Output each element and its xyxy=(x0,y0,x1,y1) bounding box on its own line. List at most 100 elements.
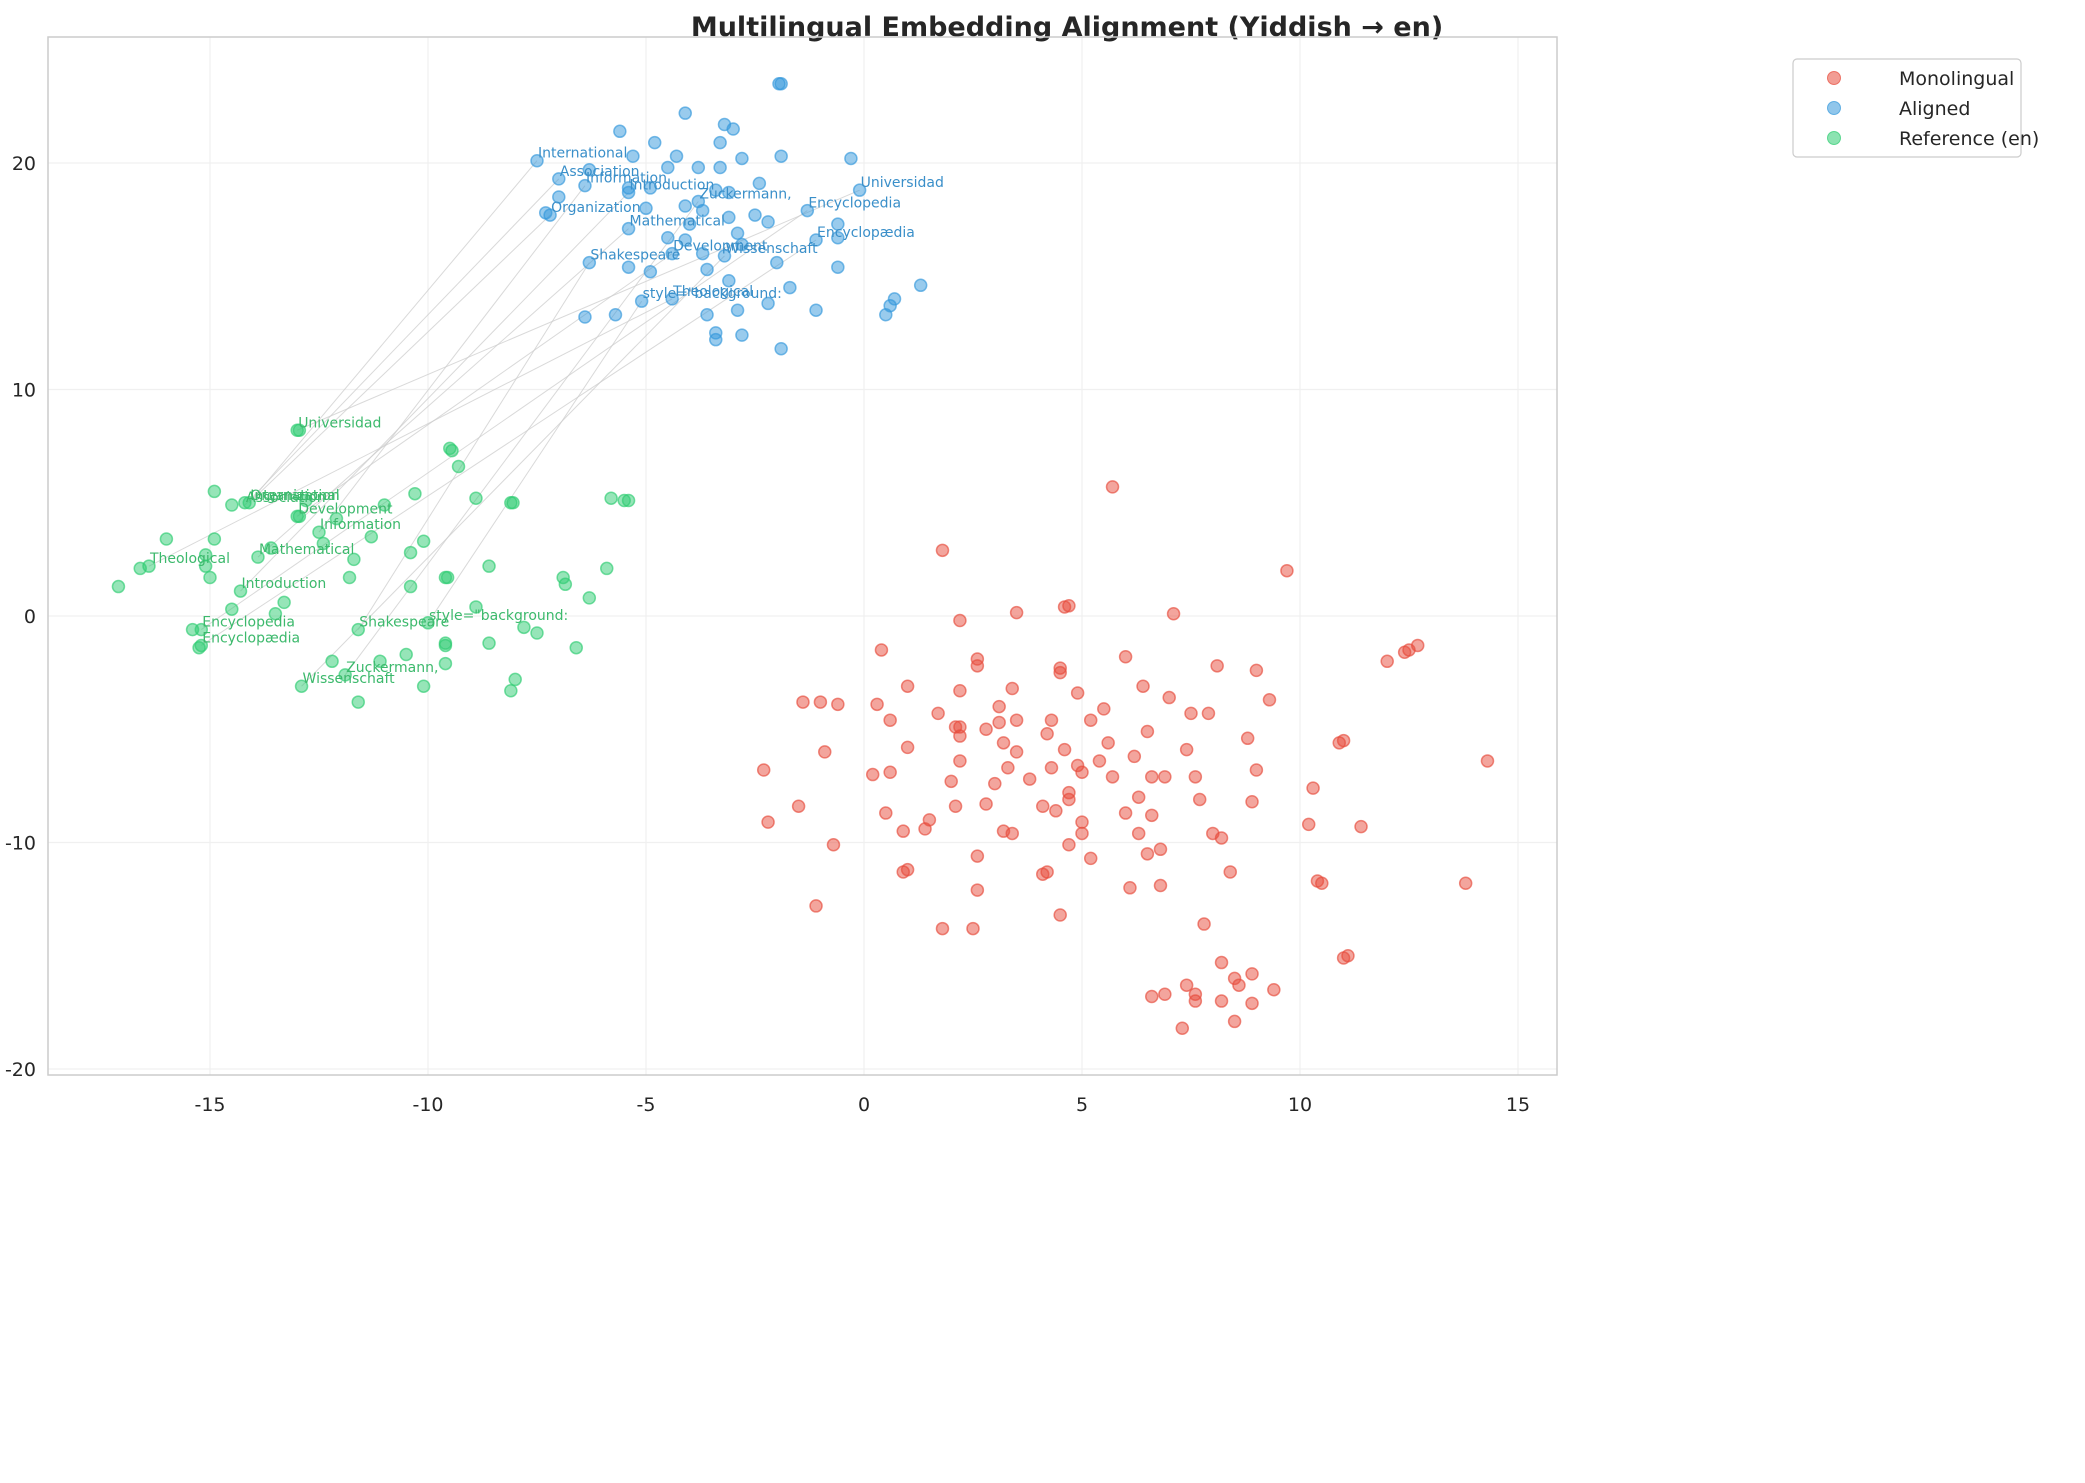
data-point xyxy=(678,106,692,120)
data-point xyxy=(970,659,985,673)
alignment-line xyxy=(301,255,725,687)
data-point xyxy=(783,280,797,295)
data-point xyxy=(948,799,963,814)
data-point xyxy=(621,260,636,274)
data-point xyxy=(1158,987,1172,1002)
data-point xyxy=(896,865,910,879)
data-point xyxy=(1062,838,1076,852)
reference-point-label: Universidad xyxy=(298,415,381,431)
legend-marker-reference-icon xyxy=(1827,131,1841,145)
data-point xyxy=(1131,826,1146,841)
data-point xyxy=(761,815,775,829)
data-point xyxy=(992,699,1006,714)
data-point xyxy=(844,151,858,166)
alignment-line xyxy=(357,262,590,630)
data-point xyxy=(403,545,418,560)
data-point xyxy=(1341,949,1355,963)
y-tick-label: -20 xyxy=(5,1059,36,1081)
data-point xyxy=(1036,799,1050,814)
reference-point-label: Mathematical xyxy=(259,542,354,558)
data-point xyxy=(1480,754,1495,768)
aligned-point-label: style="background: xyxy=(643,286,782,302)
reference-point-label: International xyxy=(250,488,339,504)
data-point xyxy=(1053,908,1067,922)
aligned-point-label: International xyxy=(538,146,627,162)
data-point xyxy=(325,654,339,669)
data-point xyxy=(634,294,649,308)
data-point xyxy=(608,308,623,322)
data-point xyxy=(1140,724,1155,739)
x-tick-label: 15 xyxy=(1506,1094,1530,1116)
data-point xyxy=(735,151,749,166)
data-point xyxy=(552,172,566,186)
aligned-point-label: Encyclopedia xyxy=(808,196,901,212)
y-tick-label: 0 xyxy=(24,606,36,628)
data-point xyxy=(826,838,841,852)
data-point xyxy=(558,577,573,592)
reference-point-label: Shakespeare xyxy=(359,615,449,631)
aligned-point-label: Theological xyxy=(672,284,753,300)
data-point xyxy=(691,160,706,175)
reference-point-label: Wissenschaft xyxy=(303,671,396,687)
data-point xyxy=(440,570,455,585)
data-point xyxy=(774,149,788,163)
data-point xyxy=(621,221,636,236)
aligned-point-label: Wissenschaft xyxy=(725,241,818,257)
legend-box xyxy=(1792,58,2022,158)
data-point xyxy=(678,233,692,247)
x-axis-ticks: -15 -10 -5 0 5 10 15 xyxy=(194,1094,1530,1116)
data-point xyxy=(831,260,845,274)
data-point xyxy=(338,668,352,682)
data-point xyxy=(669,149,684,163)
data-point xyxy=(294,679,309,693)
data-point xyxy=(194,622,209,637)
data-point xyxy=(1057,742,1072,757)
series-monolingual xyxy=(756,480,1495,1035)
data-point xyxy=(953,729,967,743)
data-point xyxy=(756,763,771,777)
data-point xyxy=(530,626,544,640)
x-tick-label: -5 xyxy=(637,1094,656,1116)
data-point xyxy=(111,579,126,594)
reference-point-label: Encyclopædia xyxy=(202,630,300,646)
alignment-connectors xyxy=(148,160,860,687)
data-point xyxy=(953,754,967,768)
data-point xyxy=(791,799,806,814)
data-point xyxy=(543,208,557,222)
data-point xyxy=(1009,605,1024,620)
data-point xyxy=(1184,706,1198,721)
data-point xyxy=(1245,794,1259,809)
data-point xyxy=(1009,713,1024,727)
data-point xyxy=(482,559,496,573)
alignment-line xyxy=(257,228,629,558)
data-point xyxy=(416,679,431,693)
data-point xyxy=(966,921,980,936)
data-point xyxy=(935,543,950,558)
data-point xyxy=(1022,772,1037,786)
data-point xyxy=(506,496,520,510)
data-point xyxy=(1280,563,1294,578)
data-point xyxy=(918,822,932,836)
data-point xyxy=(970,849,985,863)
data-point xyxy=(133,561,147,576)
data-point xyxy=(709,332,723,347)
series-aligned xyxy=(530,76,928,356)
data-point xyxy=(730,303,745,317)
data-point xyxy=(1158,770,1172,784)
data-point xyxy=(1140,847,1155,861)
data-point xyxy=(1245,967,1259,981)
data-point xyxy=(970,883,985,897)
data-point xyxy=(416,534,431,549)
data-point xyxy=(1380,654,1394,669)
data-point xyxy=(621,185,636,200)
data-point xyxy=(621,493,636,508)
data-point xyxy=(207,532,222,546)
data-point xyxy=(1227,1014,1242,1029)
data-point xyxy=(1240,731,1255,746)
data-point xyxy=(399,647,413,662)
data-point xyxy=(1075,765,1089,780)
data-point xyxy=(1049,804,1063,818)
data-point xyxy=(809,899,823,913)
alignment-line xyxy=(248,160,538,504)
data-point xyxy=(735,328,749,342)
